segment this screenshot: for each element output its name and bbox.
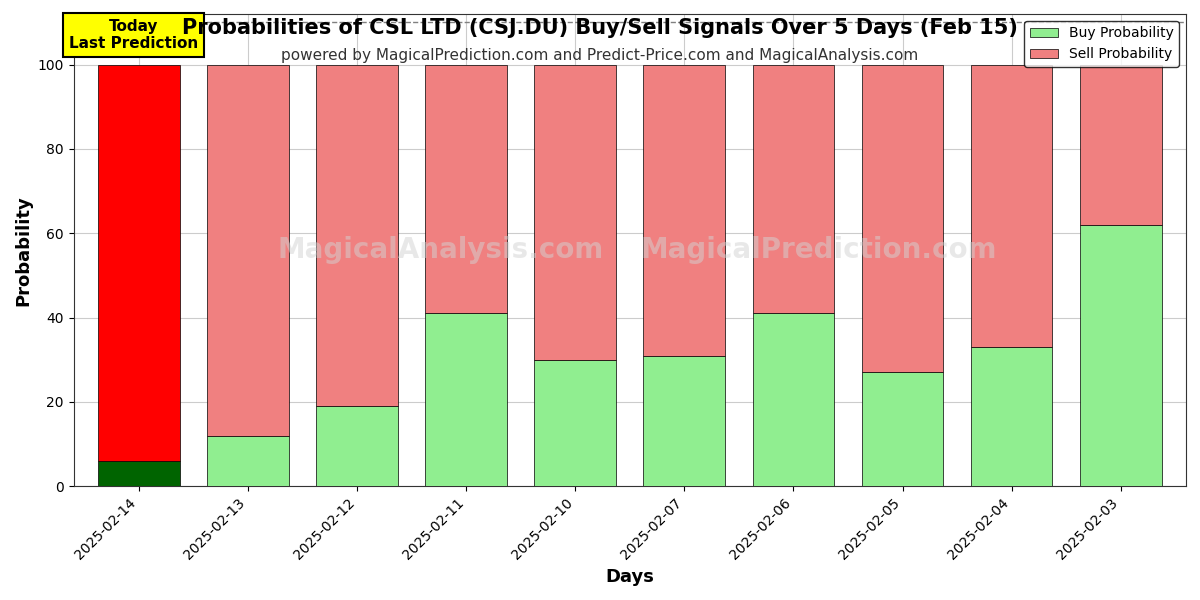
Bar [643, 65, 725, 356]
Bar [862, 373, 943, 487]
Bar [752, 65, 834, 313]
Y-axis label: Probability: Probability [14, 195, 32, 305]
Bar [425, 313, 508, 487]
Bar [534, 65, 616, 360]
Text: Today
Last Prediction: Today Last Prediction [68, 19, 198, 51]
Bar [1080, 65, 1162, 225]
Bar [643, 356, 725, 487]
Bar [317, 65, 398, 406]
Bar [98, 65, 180, 461]
Bar [98, 461, 180, 487]
Text: powered by MagicalPrediction.com and Predict-Price.com and MagicalAnalysis.com: powered by MagicalPrediction.com and Pre… [281, 48, 919, 63]
Bar [971, 65, 1052, 347]
Bar [208, 436, 289, 487]
Text: Probabilities of CSL LTD (CSJ.DU) Buy/Sell Signals Over 5 Days (Feb 15): Probabilities of CSL LTD (CSJ.DU) Buy/Se… [182, 18, 1018, 38]
Bar [425, 65, 508, 313]
X-axis label: Days: Days [605, 568, 654, 586]
Bar [862, 65, 943, 373]
Bar [1080, 225, 1162, 487]
Bar [971, 347, 1052, 487]
Legend: Buy Probability, Sell Probability: Buy Probability, Sell Probability [1025, 21, 1180, 67]
Text: MagicalAnalysis.com: MagicalAnalysis.com [277, 236, 604, 264]
Bar [208, 65, 289, 436]
Bar [752, 313, 834, 487]
Bar [317, 406, 398, 487]
Text: MagicalPrediction.com: MagicalPrediction.com [641, 236, 997, 264]
Bar [534, 360, 616, 487]
